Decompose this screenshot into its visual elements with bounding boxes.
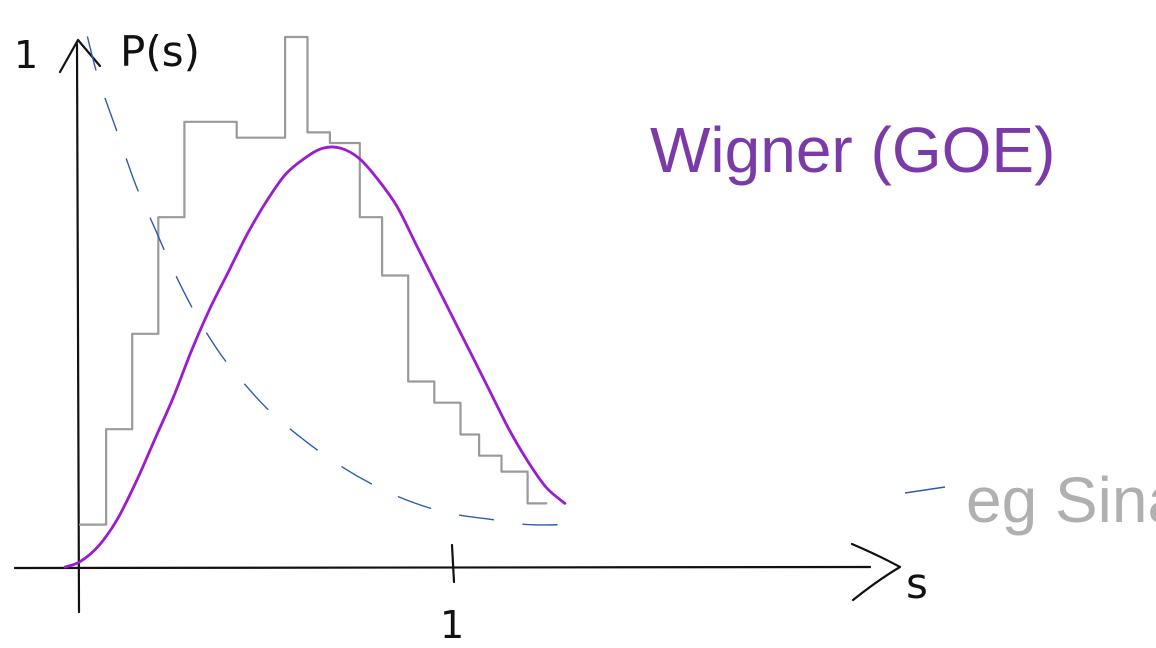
x-tick-1	[450, 543, 456, 584]
wigner-series-label: Wigner (GOE)	[650, 114, 1055, 186]
y-tick-label-1: 1	[14, 33, 38, 77]
y-axis	[75, 42, 81, 614]
x-axis-label: s	[906, 559, 928, 608]
y-axis-label: P(s)	[120, 27, 200, 76]
x-tick-label-1: 1	[440, 603, 464, 647]
dashed-curve	[86, 36, 566, 526]
x-axis-arrowhead	[850, 542, 902, 602]
y-axis-arrowhead	[58, 38, 102, 74]
sinai-label-connector	[904, 486, 946, 494]
wigner-curve	[63, 145, 567, 569]
series-layer	[63, 35, 567, 569]
text-layer: P(s) 1 s 1 Wigner (GOE) eg Sinai billiar…	[14, 27, 1156, 647]
x-axis	[13, 565, 872, 570]
sinai-series-label: eg Sinai billiard	[966, 464, 1156, 536]
axes	[13, 38, 902, 614]
